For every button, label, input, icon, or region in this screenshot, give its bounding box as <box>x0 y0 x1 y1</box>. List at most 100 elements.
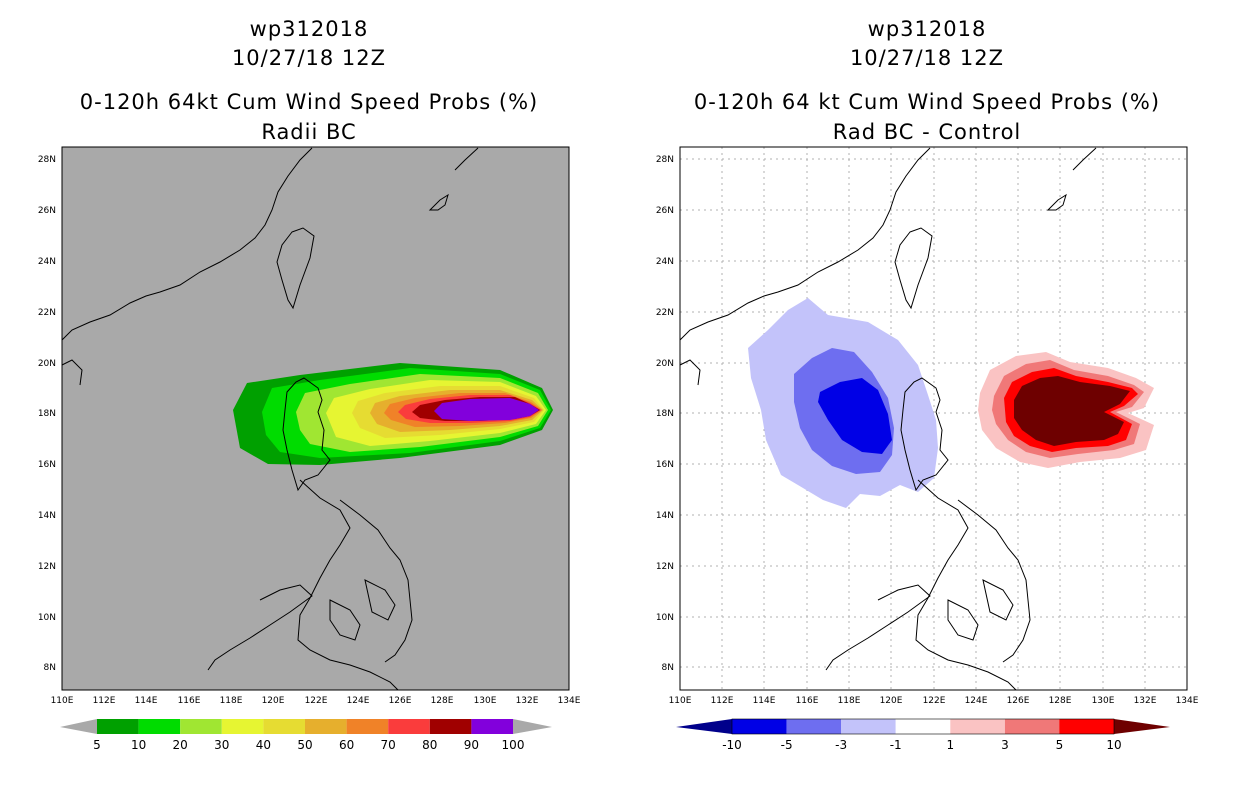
right-lat-tick: 12N <box>656 562 674 572</box>
left-lat-tick: 12N <box>38 562 56 572</box>
right-map-frame <box>679 146 1188 691</box>
left-lat-tick: 8N <box>44 663 56 673</box>
left-lat-tick: 20N <box>38 359 56 369</box>
left-colorbar-swatch <box>221 719 264 734</box>
right-lat-tick: 26N <box>656 206 674 216</box>
right-colorbar-swatch <box>895 719 951 734</box>
left-lon-ticks: 110E 112E 114E 116E 118E 120E 122E 124E … <box>51 696 581 706</box>
left-colorbar-swatch <box>429 719 472 734</box>
right-colorbar-label: -5 <box>781 738 793 752</box>
right-map-panel: wp312018 10/27/18 12Z 0-120h 64 kt Cum W… <box>618 0 1236 800</box>
left-lat-tick: 16N <box>38 460 56 470</box>
right-lat-tick: 20N <box>656 359 674 369</box>
right-colorbar-swatch <box>1059 719 1114 734</box>
left-datetime: 10/27/18 12Z <box>231 46 387 70</box>
right-colorbar: -10 -5 -3 -1 1 3 5 10 <box>676 718 1170 752</box>
right-lon-tick: 112E <box>711 696 734 706</box>
left-colorbar-label: 30 <box>214 738 229 752</box>
left-lon-tick: 112E <box>93 696 116 706</box>
left-storm-id: wp312018 <box>249 17 369 41</box>
right-lon-tick: 110E <box>669 696 692 706</box>
left-colorbar-label: 40 <box>256 738 271 752</box>
right-colorbar-label: -10 <box>722 738 742 752</box>
right-colorbar-outline <box>731 718 1115 735</box>
left-colorbar-label: 90 <box>464 738 479 752</box>
right-lon-tick: 128E <box>1049 696 1072 706</box>
right-lon-tick: 126E <box>1007 696 1030 706</box>
right-lon-ticks: 110E 112E 114E 116E 118E 120E 122E 124E … <box>669 696 1199 706</box>
right-lon-tick: 114E <box>753 696 776 706</box>
left-lon-tick: 128E <box>431 696 454 706</box>
left-lon-tick: 118E <box>220 696 243 706</box>
left-colorbar-swatch <box>346 719 389 734</box>
left-colorbar-label: 5 <box>93 738 101 752</box>
left-lat-tick: 26N <box>38 206 56 216</box>
left-lat-tick: 18N <box>38 409 56 419</box>
left-colorbar-swatch <box>97 719 139 734</box>
left-colorbar-swatch <box>263 719 305 734</box>
right-colorbar-label: 10 <box>1106 738 1121 752</box>
right-colorbar-label: -1 <box>890 738 902 752</box>
right-lat-tick: 22N <box>656 308 674 318</box>
left-colorbar-swatch <box>138 719 181 734</box>
left-lon-tick: 120E <box>262 696 285 706</box>
left-colorbar-label: 100 <box>502 738 525 752</box>
right-lon-tick: 122E <box>923 696 946 706</box>
right-lon-tick: 132E <box>1134 696 1157 706</box>
right-lat-tick: 8N <box>662 663 674 673</box>
right-map-svg: 28N 26N 24N 22N 20N 18N 16N 14N 12N 10N … <box>656 146 1199 752</box>
left-colorbar-swatch <box>180 719 222 734</box>
right-lon-tick: 124E <box>965 696 988 706</box>
right-colorbar-label: 1 <box>946 738 954 752</box>
left-lon-tick: 122E <box>305 696 328 706</box>
left-lon-tick: 110E <box>51 696 74 706</box>
left-map-svg: 28N 26N 24N 22N 20N 18N 16N 14N 12N 10N … <box>38 146 581 752</box>
right-lat-tick: 28N <box>656 155 674 165</box>
right-lat-tick: 14N <box>656 511 674 521</box>
right-lat-tick: 16N <box>656 460 674 470</box>
right-colorbar-label: 3 <box>1001 738 1009 752</box>
left-map-panel: wp312018 10/27/18 12Z 0-120h 64kt Cum Wi… <box>38 17 581 752</box>
left-lon-tick: 116E <box>178 696 201 706</box>
right-coastlines <box>679 147 1097 691</box>
right-colorbar-swatch <box>950 719 1005 734</box>
left-lon-tick: 126E <box>389 696 412 706</box>
left-colorbar-label: 60 <box>339 738 354 752</box>
left-lon-tick: 114E <box>135 696 158 706</box>
right-colorbar-swatch <box>786 719 842 734</box>
right-colorbar-swatch <box>732 719 787 734</box>
left-colorbar-label: 80 <box>422 738 437 752</box>
left-lon-tick: 124E <box>347 696 370 706</box>
left-colorbar-swatch <box>388 719 430 734</box>
right-colorbar-swatch <box>841 719 896 734</box>
right-lat-tick: 24N <box>656 257 674 267</box>
left-lat-tick: 22N <box>38 308 56 318</box>
right-lat-ticks: 28N 26N 24N 22N 20N 18N 16N 14N 12N 10N … <box>656 155 674 673</box>
right-colorbar-high-arrow <box>1114 719 1170 734</box>
right-colorbar-label: -3 <box>835 738 847 752</box>
right-storm-id: wp312018 <box>867 17 987 41</box>
left-lat-tick: 24N <box>38 257 56 267</box>
right-colorbar-label: 5 <box>1056 738 1064 752</box>
left-colorbar-label: 50 <box>297 738 312 752</box>
right-lon-tick: 120E <box>880 696 903 706</box>
right-negative-difference <box>748 298 938 508</box>
right-datetime: 10/27/18 12Z <box>849 46 1005 70</box>
left-subtitle: Radii BC <box>261 120 357 144</box>
right-subtitle: Rad BC - Control <box>832 120 1022 144</box>
right-lat-tick: 18N <box>656 409 674 419</box>
left-colorbar-label: 10 <box>131 738 146 752</box>
right-product-title: 0-120h 64 kt Cum Wind Speed Probs (%) <box>693 90 1161 114</box>
left-lon-tick: 130E <box>474 696 497 706</box>
right-colorbar-low-arrow <box>676 719 732 734</box>
right-lon-tick: 134E <box>1176 696 1199 706</box>
right-lat-tick: 10N <box>656 613 674 623</box>
left-lat-tick: 28N <box>38 155 56 165</box>
left-colorbar-label: 70 <box>381 738 396 752</box>
right-lon-tick: 130E <box>1092 696 1115 706</box>
left-colorbar-high-arrow <box>513 719 552 734</box>
left-lon-tick: 132E <box>516 696 539 706</box>
left-lat-tick: 14N <box>38 511 56 521</box>
left-colorbar-low-arrow <box>60 719 97 734</box>
left-colorbar-label: 20 <box>173 738 188 752</box>
